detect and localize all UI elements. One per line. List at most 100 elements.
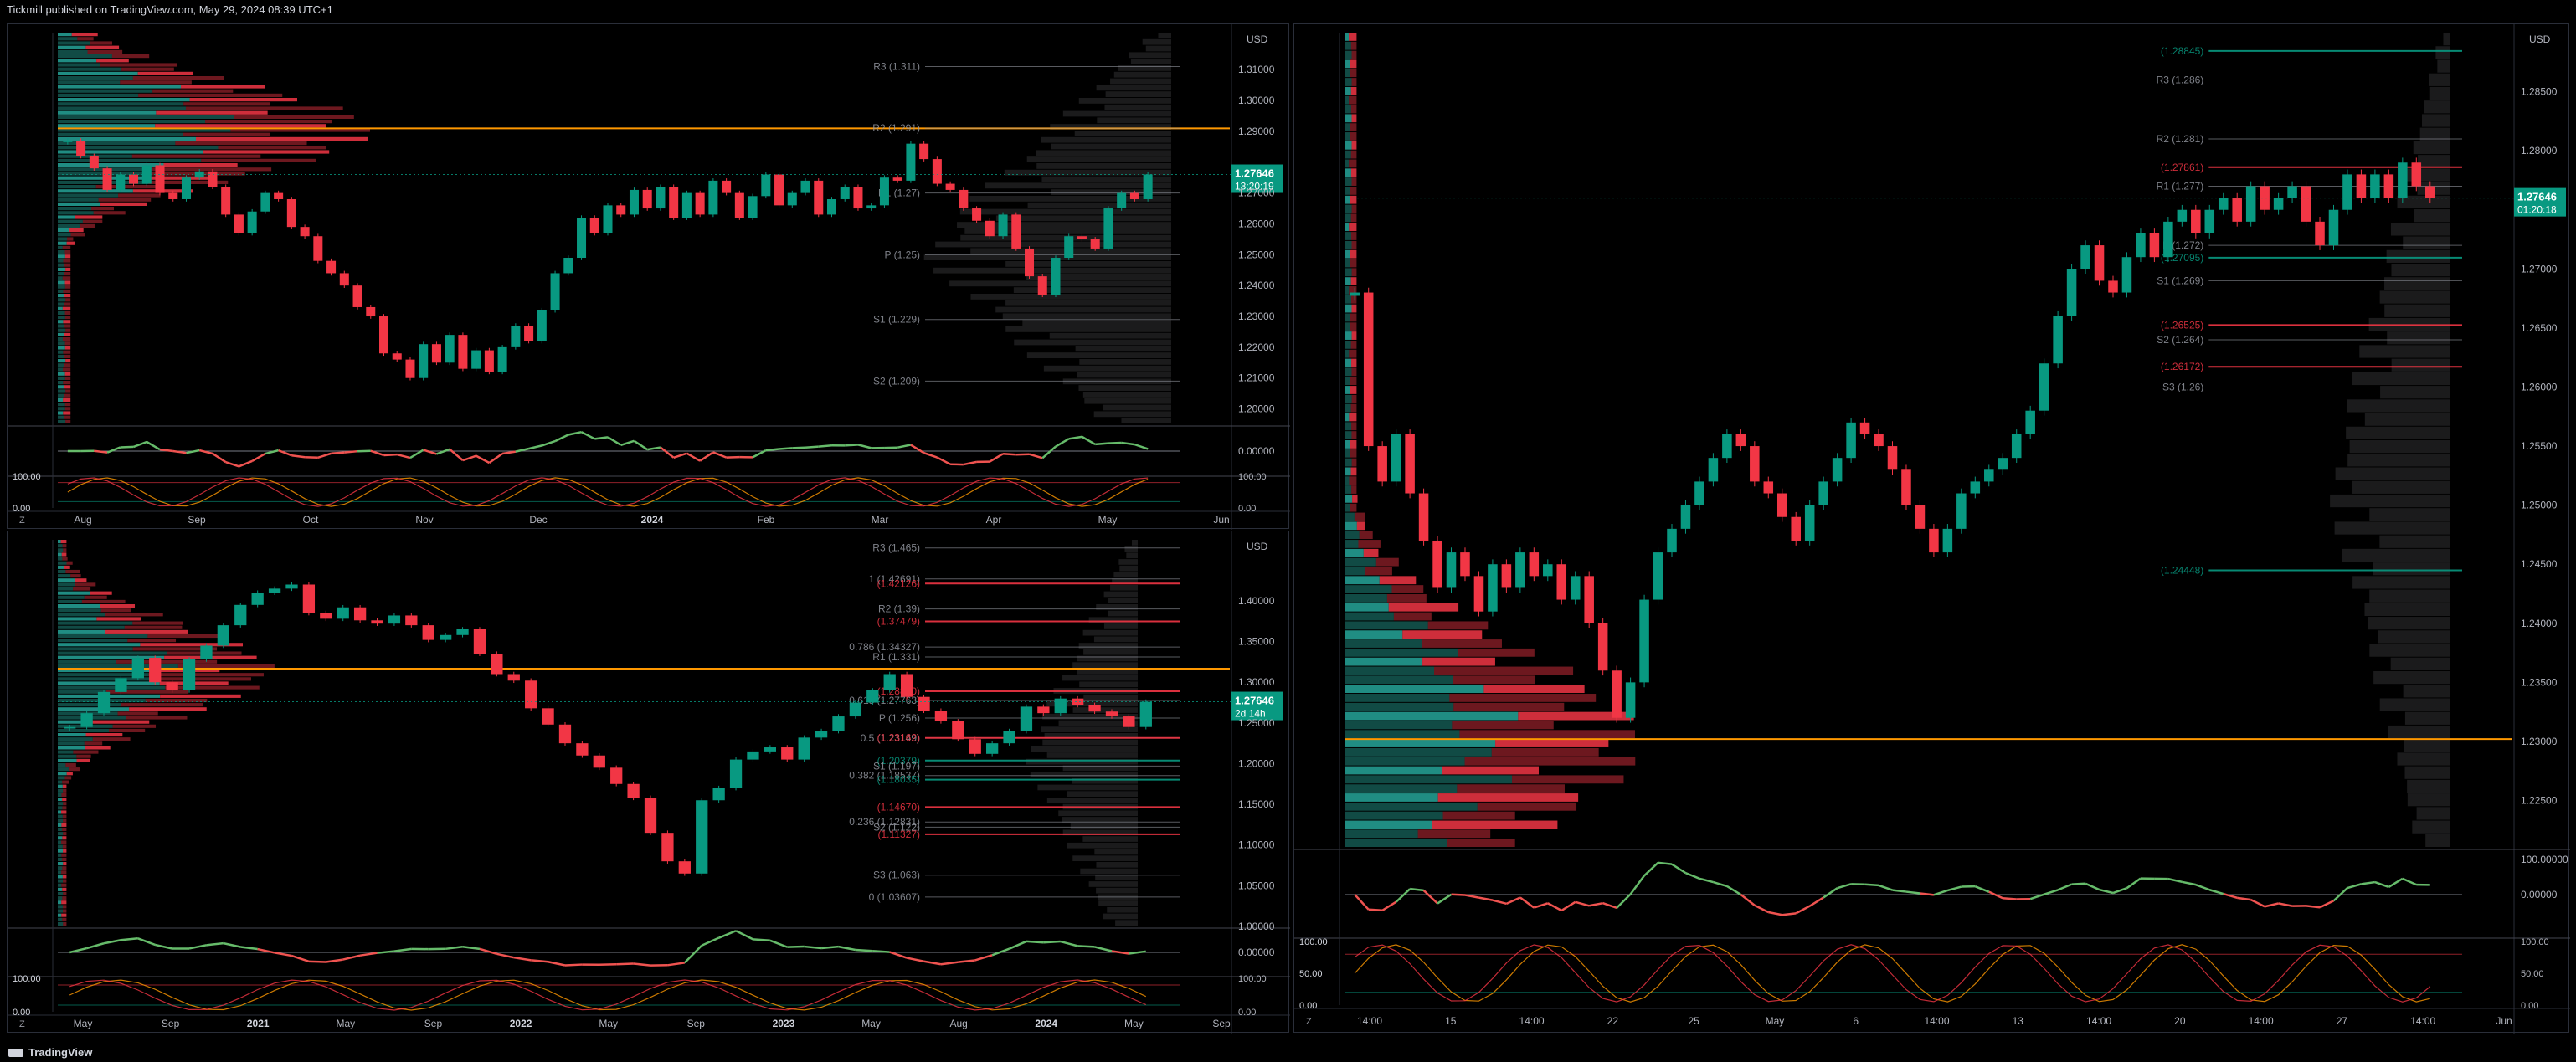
profile-buy-bar: [1345, 839, 1447, 847]
profile-sell-bar: [84, 595, 107, 599]
profile-bar: [1077, 372, 1171, 378]
profile-sell-bar: [1349, 159, 1357, 168]
price-tick-label: 1.00000: [1238, 921, 1275, 932]
candle-body: [131, 658, 144, 679]
stoch-tick-label: 50.00: [2521, 969, 2544, 979]
osc-line-segment: [963, 460, 977, 466]
profile-sell-bar: [71, 33, 98, 37]
osc-line-segment: [701, 936, 720, 947]
level-label: 0.236 (1.12831): [849, 816, 920, 828]
osc-line-segment: [274, 952, 292, 957]
profile-buy-bar: [58, 896, 63, 900]
profile-buy-bar: [58, 85, 182, 89]
chart-panel-daily[interactable]: R3 (1.311) R2 (1.291) R1 (1.27) P (1.25) S1 …: [7, 23, 1290, 530]
profile-buy-bar: [1345, 141, 1352, 150]
profile-bar: [1062, 817, 1138, 823]
osc-line-segment: [753, 938, 770, 942]
profile-buy-bar: [1345, 268, 1352, 277]
profile-sell-bar: [61, 853, 67, 857]
profile-bar: [1078, 98, 1171, 104]
candle-body: [2011, 434, 2022, 459]
volume-profile: [58, 540, 275, 926]
profile-sell-bar: [61, 823, 67, 827]
osc-line-segment: [1892, 889, 1907, 893]
profile-sell-bar: [64, 776, 72, 780]
profile-sell-bar: [65, 419, 71, 423]
profile-buy-bar: [58, 818, 64, 823]
profile-bar: [1110, 584, 1138, 591]
candle-body: [1363, 292, 1374, 447]
candle-body: [445, 335, 455, 363]
candle-body: [422, 625, 434, 640]
osc-line-segment: [838, 945, 856, 952]
candle-body: [419, 344, 429, 378]
profile-sell-bar: [1350, 195, 1357, 204]
profile-buy-bar: [58, 280, 65, 285]
profile-sell-bar: [121, 67, 174, 71]
profile-sell-bar: [62, 836, 67, 840]
candle-body: [2245, 186, 2256, 222]
osc-line-segment: [889, 951, 908, 959]
zoom-button[interactable]: Z: [19, 516, 25, 526]
stoch-tick-label: 0.00: [2521, 1001, 2538, 1011]
profile-bar: [1124, 546, 1138, 552]
zoom-button[interactable]: Z: [19, 1019, 25, 1029]
profile-buy-bar: [1345, 349, 1350, 358]
profile-sell-bar: [63, 350, 71, 354]
profile-buy-bar: [1345, 531, 1360, 540]
profile-bar: [1088, 617, 1138, 623]
profile-sell-bar: [1477, 802, 1577, 811]
profile-buy-bar: [58, 647, 133, 651]
profile-sell-bar: [76, 754, 91, 758]
profile-sell-bar: [1351, 78, 1357, 86]
profile-bar: [1026, 156, 1171, 162]
profile-buy-bar: [58, 76, 133, 80]
profile-buy-bar: [1345, 730, 1460, 739]
candle-body: [2108, 280, 2118, 293]
stoch-left-label: 50.00: [1299, 969, 1323, 979]
profile-sell-bar: [93, 211, 126, 215]
tradingview-brand[interactable]: TradingView: [8, 1046, 92, 1059]
profile-bar: [969, 196, 1171, 202]
profile-buy-bar: [58, 767, 69, 772]
time-tick-label: May: [1124, 1018, 1144, 1029]
zoom-button[interactable]: Z: [1306, 1017, 1312, 1027]
chart-panel-weekly[interactable]: 1 (1.42691) (1.42126) R3 (1.465) R2 (1.39)(…: [7, 531, 1290, 1034]
osc-line-segment: [686, 452, 701, 462]
candle-body: [669, 187, 679, 218]
candle-body: [934, 711, 948, 721]
time-tick-label: 20: [2174, 1015, 2186, 1027]
profile-sell-bar: [1350, 449, 1357, 458]
profile-buy-bar: [58, 172, 147, 176]
profile-sell-bar: [64, 385, 71, 389]
profile-bar: [1096, 85, 1171, 91]
profile-bar: [1062, 675, 1138, 681]
profile-buy-bar: [58, 376, 65, 380]
osc-line-segment: [238, 459, 253, 468]
candle-body: [1025, 248, 1035, 277]
pivot-levels: 1 (1.42691)(1.42126)R3 (1.465)R2 (1.39)(…: [849, 542, 1180, 903]
profile-sell-bar: [1351, 304, 1357, 313]
time-tick-label: 14:00: [2086, 1015, 2111, 1027]
candle-body: [2218, 198, 2229, 210]
candle-body: [326, 260, 337, 274]
profile-buy-bar: [1345, 685, 1484, 694]
candle-body: [883, 674, 896, 690]
osc-line-segment: [989, 453, 1004, 463]
chart-panel-hourly[interactable]: (1.28845) R3 (1.286) R2 (1.281) R1 (1.277) (…: [1293, 23, 2570, 1034]
osc-line-segment: [594, 436, 609, 440]
profile-bar: [923, 254, 1171, 260]
profile-bar: [2384, 304, 2450, 317]
osc-line-segment: [1026, 940, 1044, 944]
candle-body: [1460, 552, 1470, 577]
osc-line-segment: [1464, 894, 1479, 899]
profile-sell-bar: [131, 154, 261, 158]
profile-sell-bar: [64, 403, 71, 407]
candle-body: [629, 189, 639, 215]
time-tick-label: 13: [2013, 1015, 2024, 1027]
candle-body: [1612, 670, 1622, 718]
candle-body: [1143, 174, 1153, 199]
profile-buy-bar: [58, 664, 178, 668]
profile-buy-bar: [1345, 675, 1453, 685]
osc-line-segment: [792, 446, 806, 449]
